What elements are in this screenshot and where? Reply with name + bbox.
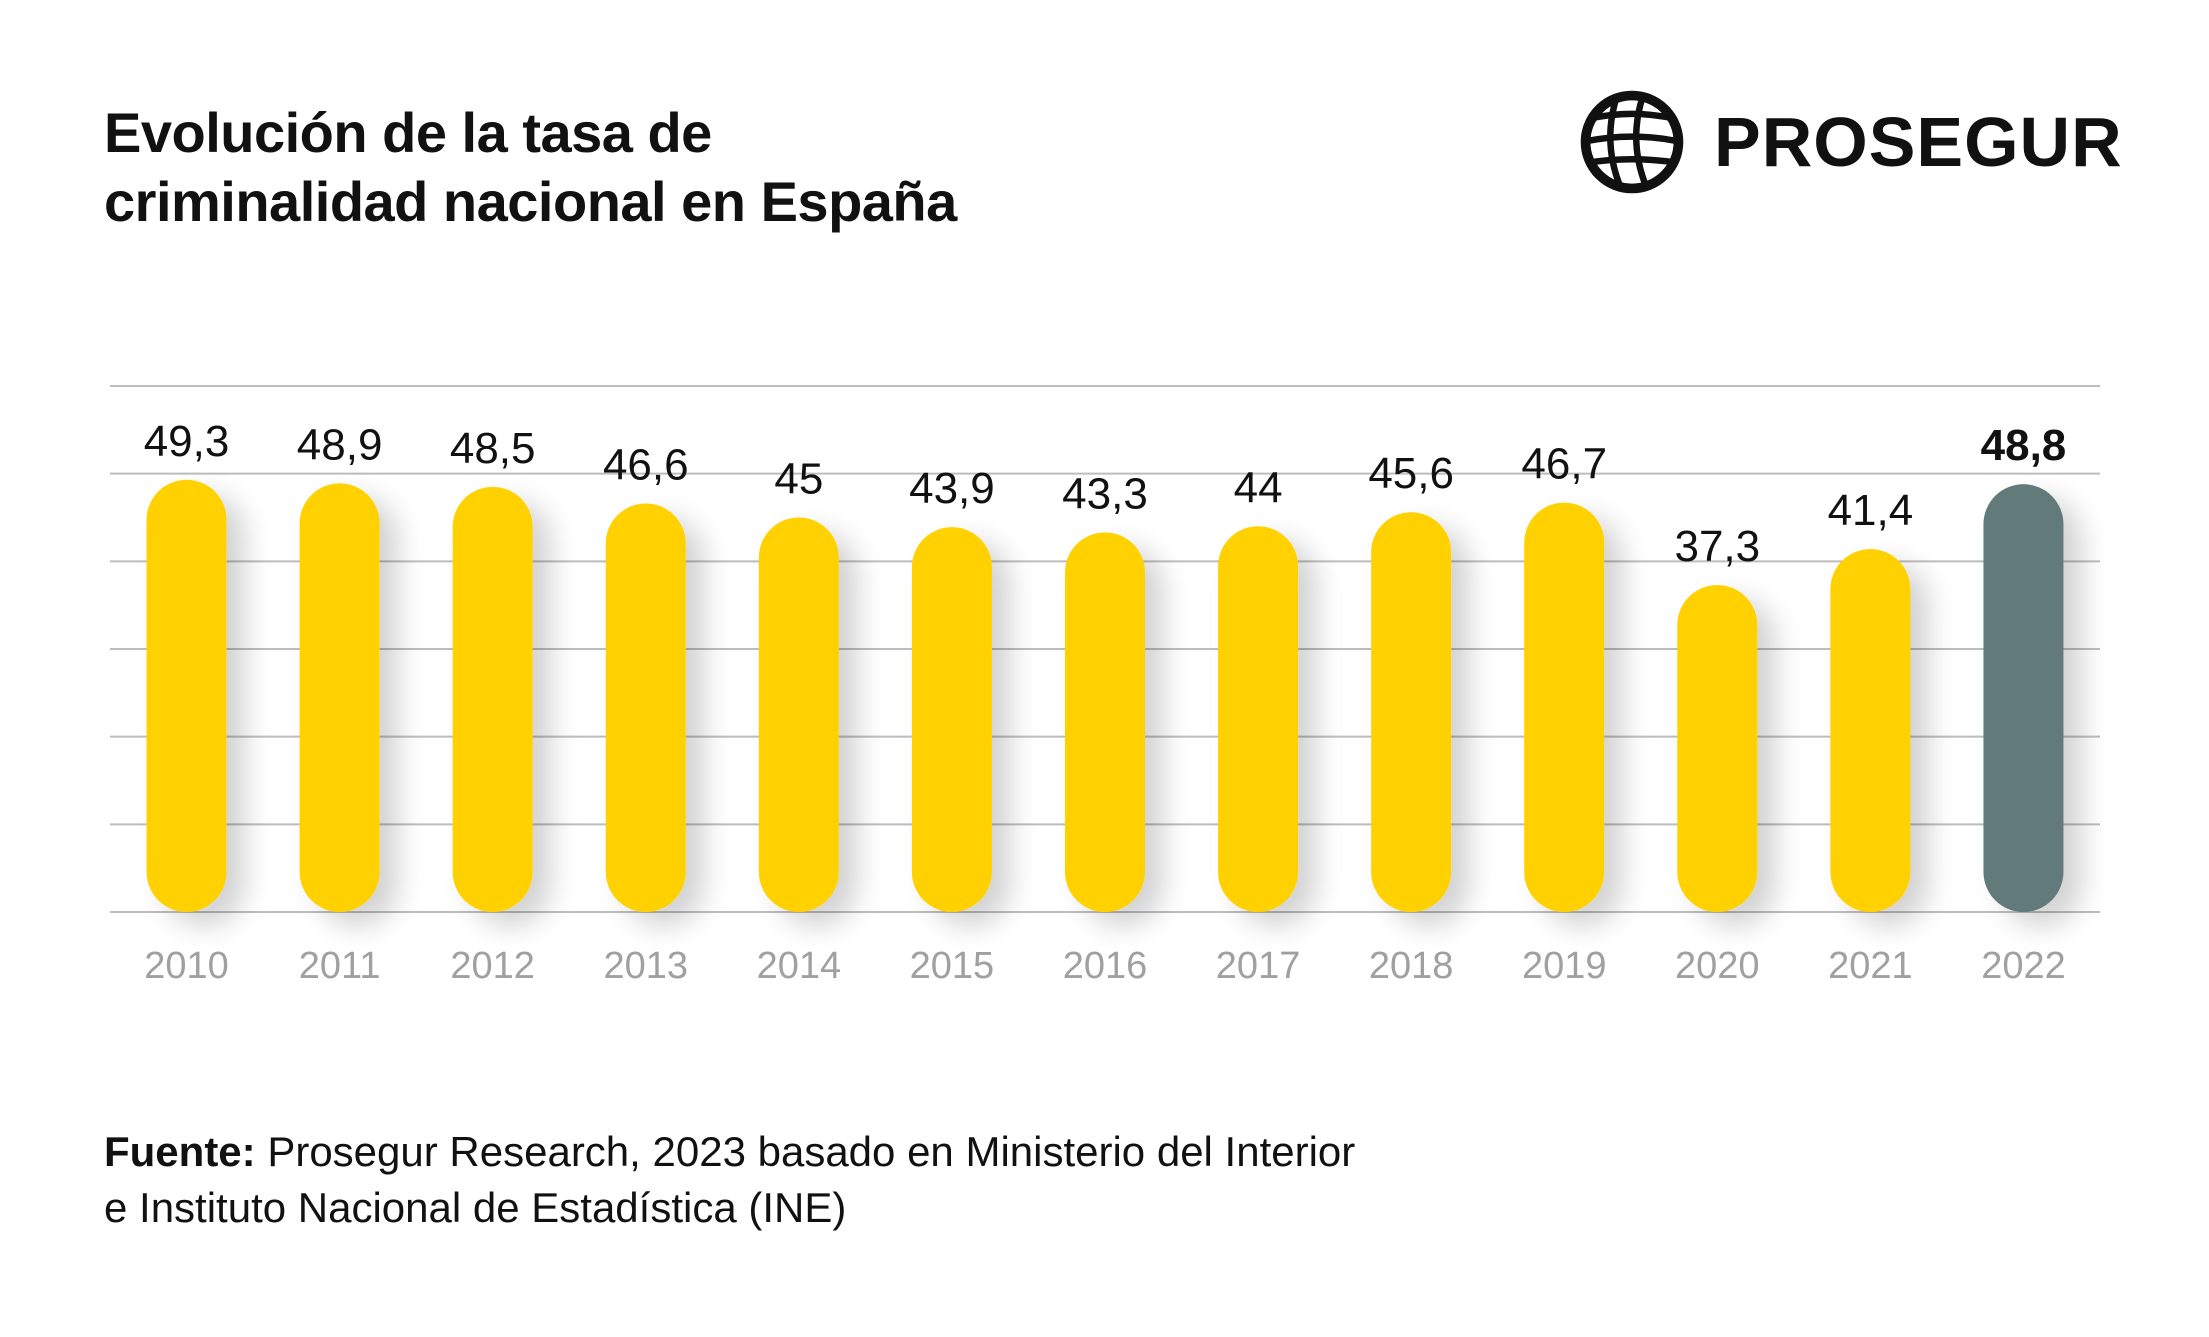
value-label-2015: 43,9 [909,464,995,513]
value-labels: 49,3 48,9 48,5 46,6 45 43,9 43,3 44 45,6 46,7 37,3… [144,417,2067,571]
x-tick-2016: 2016 [1063,945,1148,987]
bars [146,479,2064,912]
x-tick-2021: 2021 [1828,945,1913,987]
bar-2021 [1830,549,1911,912]
source-text-line-2: e Instituto Nacional de Estadística (INE… [104,1184,847,1231]
bar-2022 [1983,484,2064,912]
x-tick-2018: 2018 [1369,945,1454,987]
x-tick-2012: 2012 [450,945,535,987]
globe-icon [1580,90,1684,194]
bar-2015 [911,527,992,912]
chart-title: Evolución de la tasa de criminalidad nac… [104,98,957,236]
value-label-2016: 43,3 [1062,469,1148,518]
x-tick-2022: 2022 [1981,945,2066,987]
bar-2013 [605,503,686,912]
x-tick-2013: 2013 [603,945,688,987]
chart-title-line-2: criminalidad nacional en España [104,170,957,233]
chart-title-line-1: Evolución de la tasa de [104,101,712,164]
value-label-2011: 48,9 [297,420,383,469]
x-tick-2011: 2011 [299,945,381,987]
source-note: Fuente: Prosegur Research, 2023 basado e… [104,1124,1355,1236]
source-text-line-1: Prosegur Research, 2023 basado en Minist… [255,1128,1356,1175]
value-label-2012: 48,5 [450,424,536,473]
source-label: Fuente: [104,1128,256,1175]
x-tick-2010: 2010 [144,945,229,987]
x-tick-2020: 2020 [1675,945,1760,987]
logo-text: PROSEGUR [1714,103,2123,181]
bar-2012 [452,486,533,912]
value-label-2020: 37,3 [1674,522,1760,571]
value-label-2021: 41,4 [1828,486,1914,535]
value-label-2017: 44 [1234,463,1283,512]
bar-2010 [146,479,227,912]
bar-2016 [1065,532,1145,912]
bar-2019 [1524,502,1605,912]
bar-2020 [1677,585,1758,912]
value-label-2010: 49,3 [144,417,230,466]
bar-2018 [1371,512,1452,912]
value-label-2022: 48,8 [1981,421,2067,470]
value-label-2018: 45,6 [1368,449,1454,498]
value-label-2013: 46,6 [603,440,689,489]
x-tick-2015: 2015 [910,945,995,987]
value-label-2014: 45 [774,455,823,504]
x-tick-2019: 2019 [1522,945,1607,987]
bar-2014 [758,517,839,912]
x-tick-labels: 2010 2011 2012 2013 2014 2015 2016 2017 2018 2019… [144,945,2065,987]
value-label-2019: 46,7 [1521,440,1607,489]
bar-2011 [299,483,380,912]
grid-lines [110,385,2100,913]
bar-2017 [1218,526,1299,912]
prosegur-logo: PROSEGUR [1578,88,2123,196]
x-tick-2014: 2014 [757,945,842,987]
x-tick-2017: 2017 [1216,945,1301,987]
